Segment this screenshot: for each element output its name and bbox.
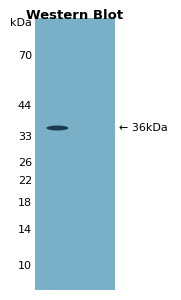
Text: 22: 22	[18, 176, 32, 186]
Text: 33: 33	[18, 132, 32, 142]
Bar	[35, 18, 115, 290]
Text: 70: 70	[18, 51, 32, 62]
Ellipse shape	[46, 125, 68, 130]
Text: 26: 26	[18, 158, 32, 168]
Text: Western Blot: Western Blot	[26, 9, 124, 22]
Text: kDa: kDa	[10, 18, 32, 28]
Text: 14: 14	[18, 225, 32, 235]
Text: ← 36kDa: ← 36kDa	[119, 123, 168, 133]
Text: 10: 10	[18, 261, 32, 271]
Text: 44: 44	[18, 101, 32, 111]
Text: 18: 18	[18, 198, 32, 208]
